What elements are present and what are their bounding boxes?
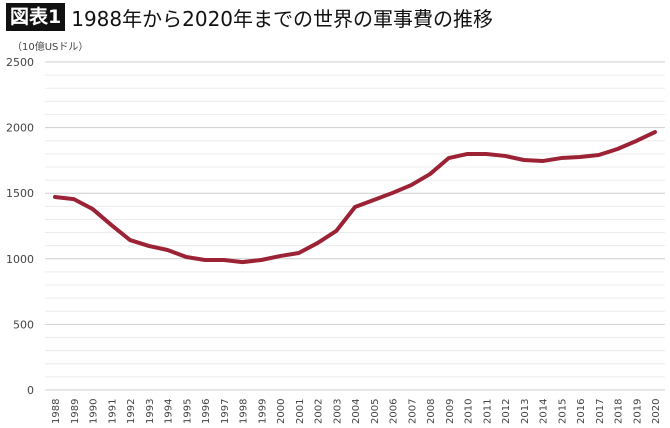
y-tick-label: 2500 [6, 56, 34, 69]
x-tick-label: 2015 [557, 399, 568, 424]
x-tick-label: 1990 [89, 399, 100, 424]
y-axis-unit: （10億USドル） [12, 42, 89, 53]
x-tick-label: 2019 [632, 399, 643, 424]
x-tick-label: 2012 [501, 399, 512, 424]
x-tick-label: 2000 [276, 399, 287, 424]
data-line [53, 130, 657, 265]
x-tick-label: 2006 [389, 399, 400, 424]
y-tick-label: 1500 [6, 187, 34, 200]
x-tick-label: 2013 [520, 399, 531, 424]
x-tick-label: 2010 [464, 399, 475, 424]
x-tick-label: 1998 [239, 399, 250, 424]
x-tick-label: 1991 [107, 399, 118, 424]
x-tick-label: 2002 [314, 399, 325, 424]
title-text: 1988年から2020年までの世界の軍事費の推移 [71, 6, 494, 31]
x-tick-label: 2005 [370, 399, 381, 424]
x-tick-label: 1989 [70, 399, 81, 424]
x-tick-label: 2014 [539, 399, 550, 424]
x-tick-label: 1999 [257, 399, 268, 424]
x-tick-label: 1992 [126, 399, 137, 424]
y-tick-label: 0 [27, 384, 34, 397]
x-tick-label: 2020 [651, 399, 662, 424]
x-tick-label: 2004 [351, 399, 362, 424]
chart-title: 図表1 1988年から2020年までの世界の軍事費の推移 [6, 2, 493, 32]
x-tick-label: 2007 [407, 399, 418, 424]
x-tick-label: 2017 [595, 399, 606, 424]
x-tick-label: 1988 [51, 399, 62, 424]
y-tick-label: 2000 [6, 122, 34, 135]
x-tick-label: 2001 [295, 399, 306, 424]
y-tick-label: 1000 [6, 253, 34, 266]
x-tick-label: 2009 [445, 399, 456, 424]
x-tick-label: 2011 [482, 399, 493, 424]
x-tick-label: 2016 [576, 399, 587, 424]
y-tick-label: 500 [13, 318, 34, 331]
figure-badge: 図表1 [6, 3, 66, 31]
x-tick-label: 2008 [426, 399, 437, 424]
x-tick-label: 1995 [182, 399, 193, 424]
x-tick-label: 1996 [201, 399, 212, 424]
x-tick-label: 1993 [145, 399, 156, 424]
x-tick-label: 2003 [332, 399, 343, 424]
x-tick-label: 1994 [164, 399, 175, 424]
x-tick-label: 1997 [220, 399, 231, 424]
x-tick-label: 2018 [614, 399, 625, 424]
